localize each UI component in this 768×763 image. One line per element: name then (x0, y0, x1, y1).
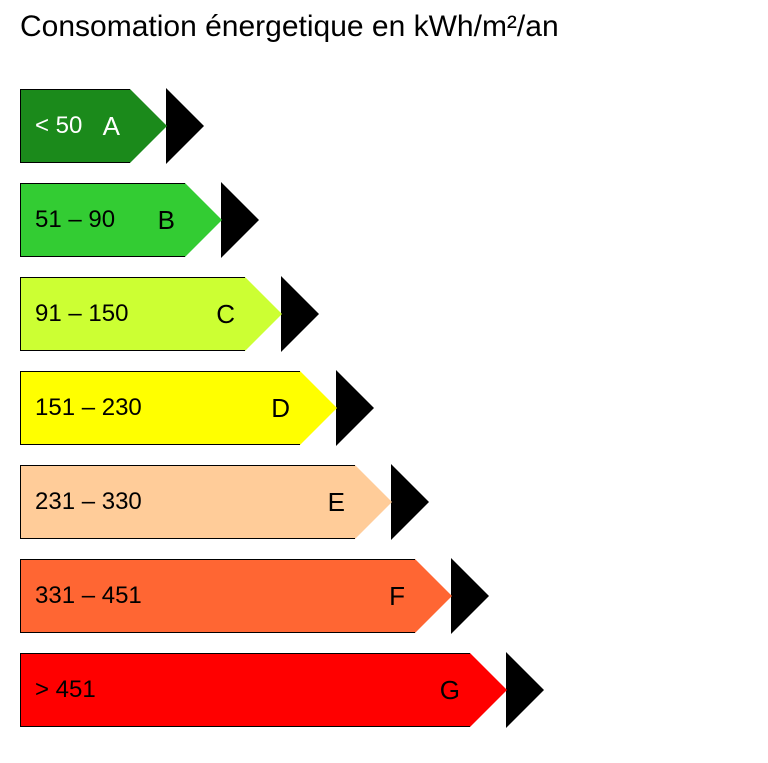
class-letter: D (271, 393, 290, 424)
range-label: 231 – 330 (35, 488, 142, 516)
energy-bar-a: < 50 A (20, 89, 748, 163)
class-letter: G (440, 675, 460, 706)
energy-bar-c: 91 – 150 C (20, 277, 748, 351)
energy-bars: < 50 A 51 – 90 B 91 – 150 C (20, 89, 748, 727)
energy-bar-d: 151 – 230 D (20, 371, 748, 445)
energy-bar-b: 51 – 90 B (20, 183, 748, 257)
range-label: < 50 (35, 112, 82, 140)
class-letter: B (158, 205, 175, 236)
range-label: 151 – 230 (35, 394, 142, 422)
class-letter: F (389, 581, 405, 612)
range-label: 91 – 150 (35, 300, 128, 328)
range-label: > 451 (35, 676, 96, 704)
range-label: 51 – 90 (35, 206, 115, 234)
energy-bar-e: 231 – 330 E (20, 465, 748, 539)
diagram-title: Consomation énergetique en kWh/m²/an (20, 10, 748, 44)
class-letter: C (216, 299, 235, 330)
energy-label-diagram: Consomation énergetique en kWh/m²/an < 5… (0, 0, 768, 737)
class-letter: E (328, 487, 345, 518)
range-label: 331 – 451 (35, 582, 142, 610)
class-letter: A (103, 111, 120, 142)
energy-bar-g: > 451 G (20, 653, 748, 727)
energy-bar-f: 331 – 451 F (20, 559, 748, 633)
